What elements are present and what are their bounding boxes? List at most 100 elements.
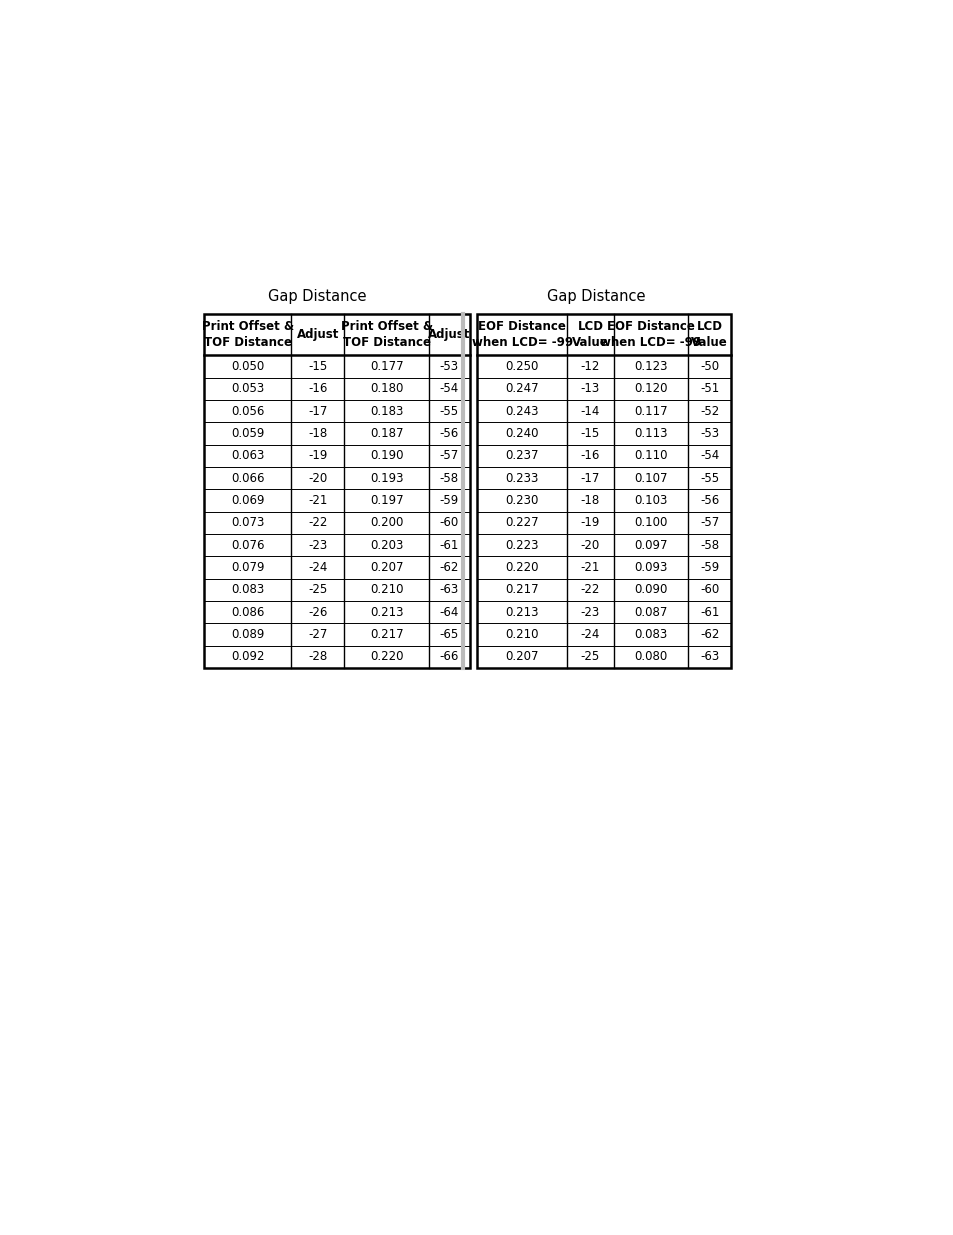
Text: -56: -56 <box>700 494 719 508</box>
Text: -16: -16 <box>580 450 599 462</box>
Text: -21: -21 <box>308 494 327 508</box>
Text: 0.079: 0.079 <box>231 561 264 574</box>
Text: 0.213: 0.213 <box>505 605 538 619</box>
Text: LCD
Value: LCD Value <box>691 320 727 350</box>
Text: -53: -53 <box>700 427 719 440</box>
Text: -66: -66 <box>439 651 458 663</box>
Text: 0.180: 0.180 <box>370 383 403 395</box>
Text: Print Offset &
TOF Distance: Print Offset & TOF Distance <box>202 320 294 350</box>
Text: -12: -12 <box>580 359 599 373</box>
Text: -15: -15 <box>308 359 327 373</box>
Text: 0.177: 0.177 <box>370 359 403 373</box>
Text: 0.210: 0.210 <box>505 627 538 641</box>
Text: 0.120: 0.120 <box>634 383 667 395</box>
Text: -17: -17 <box>580 472 599 484</box>
Text: 0.243: 0.243 <box>505 405 538 417</box>
Text: EOF Distance
when LCD= -99: EOF Distance when LCD= -99 <box>599 320 700 350</box>
Text: -23: -23 <box>308 538 327 552</box>
Text: -53: -53 <box>439 359 458 373</box>
Text: 0.097: 0.097 <box>634 538 667 552</box>
Text: 0.207: 0.207 <box>370 561 403 574</box>
Text: -64: -64 <box>439 605 458 619</box>
Text: -19: -19 <box>580 516 599 530</box>
Text: 0.217: 0.217 <box>505 583 538 597</box>
Text: 0.113: 0.113 <box>634 427 667 440</box>
Text: 0.087: 0.087 <box>634 605 667 619</box>
Text: -23: -23 <box>580 605 599 619</box>
Text: 0.223: 0.223 <box>505 538 538 552</box>
Text: -27: -27 <box>308 627 327 641</box>
Text: 0.237: 0.237 <box>505 450 538 462</box>
Text: -54: -54 <box>700 450 719 462</box>
Text: 0.069: 0.069 <box>231 494 264 508</box>
Text: 0.086: 0.086 <box>231 605 264 619</box>
Text: -56: -56 <box>439 427 458 440</box>
Text: 0.050: 0.050 <box>231 359 264 373</box>
Text: 0.217: 0.217 <box>370 627 403 641</box>
Text: 0.203: 0.203 <box>370 538 403 552</box>
Text: 0.089: 0.089 <box>231 627 264 641</box>
Text: 0.123: 0.123 <box>634 359 667 373</box>
Text: 0.056: 0.056 <box>231 405 264 417</box>
Text: 0.080: 0.080 <box>634 651 667 663</box>
Text: -24: -24 <box>580 627 599 641</box>
Text: -58: -58 <box>439 472 458 484</box>
Text: 0.247: 0.247 <box>505 383 538 395</box>
Text: -25: -25 <box>580 651 599 663</box>
Text: -50: -50 <box>700 359 719 373</box>
Text: -15: -15 <box>580 427 599 440</box>
Text: -20: -20 <box>308 472 327 484</box>
Text: -63: -63 <box>700 651 719 663</box>
Text: -51: -51 <box>700 383 719 395</box>
Text: -16: -16 <box>308 383 327 395</box>
Text: -18: -18 <box>308 427 327 440</box>
Text: 0.230: 0.230 <box>505 494 538 508</box>
Text: -57: -57 <box>700 516 719 530</box>
Text: 0.240: 0.240 <box>505 427 538 440</box>
Text: -59: -59 <box>700 561 719 574</box>
Text: 0.103: 0.103 <box>634 494 667 508</box>
Text: -19: -19 <box>308 450 327 462</box>
Text: -13: -13 <box>580 383 599 395</box>
Text: 0.093: 0.093 <box>634 561 667 574</box>
Text: -20: -20 <box>580 538 599 552</box>
Text: -21: -21 <box>580 561 599 574</box>
Text: 0.092: 0.092 <box>231 651 264 663</box>
Text: 0.183: 0.183 <box>370 405 403 417</box>
Text: 0.107: 0.107 <box>634 472 667 484</box>
Text: -65: -65 <box>439 627 458 641</box>
Text: -59: -59 <box>439 494 458 508</box>
Text: 0.207: 0.207 <box>505 651 538 663</box>
Text: 0.187: 0.187 <box>370 427 403 440</box>
Text: -55: -55 <box>439 405 458 417</box>
Text: 0.193: 0.193 <box>370 472 403 484</box>
Text: -57: -57 <box>439 450 458 462</box>
Text: 0.210: 0.210 <box>370 583 403 597</box>
Text: -62: -62 <box>700 627 719 641</box>
Text: 0.083: 0.083 <box>231 583 264 597</box>
Text: Print Offset &
TOF Distance: Print Offset & TOF Distance <box>340 320 433 350</box>
Text: 0.213: 0.213 <box>370 605 403 619</box>
Text: -24: -24 <box>308 561 327 574</box>
Text: -61: -61 <box>700 605 719 619</box>
Bar <box>476 314 731 668</box>
Text: 0.233: 0.233 <box>505 472 538 484</box>
Text: -18: -18 <box>580 494 599 508</box>
Text: 0.100: 0.100 <box>634 516 667 530</box>
Text: -25: -25 <box>308 583 327 597</box>
Text: 0.066: 0.066 <box>231 472 264 484</box>
Text: 0.053: 0.053 <box>231 383 264 395</box>
Text: -17: -17 <box>308 405 327 417</box>
Text: 0.197: 0.197 <box>370 494 403 508</box>
Text: 0.110: 0.110 <box>634 450 667 462</box>
Text: -54: -54 <box>439 383 458 395</box>
Text: -22: -22 <box>308 516 327 530</box>
Text: -22: -22 <box>580 583 599 597</box>
Text: -61: -61 <box>439 538 458 552</box>
Text: 0.073: 0.073 <box>231 516 264 530</box>
Text: 0.059: 0.059 <box>231 427 264 440</box>
Text: 0.250: 0.250 <box>505 359 538 373</box>
Text: -55: -55 <box>700 472 719 484</box>
Text: -26: -26 <box>308 605 327 619</box>
Text: Gap Distance: Gap Distance <box>268 289 367 304</box>
